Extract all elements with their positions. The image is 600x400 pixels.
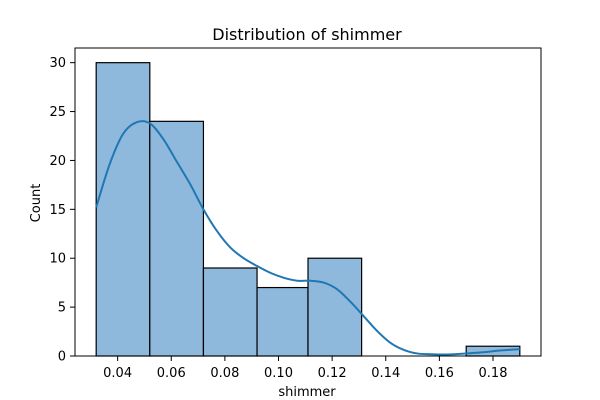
kde-line (95, 120, 520, 356)
x-tick-label: 0.06 (157, 366, 186, 381)
y-tick-label: 25 (49, 105, 66, 120)
histogram-bar-0 (95, 62, 151, 357)
y-axis-title: Count (29, 184, 44, 223)
chart-title: Distribution of shimmer (212, 25, 402, 44)
x-axis-title: shimmer (278, 385, 336, 400)
axes-group (74, 47, 542, 357)
plot-frame (74, 47, 542, 357)
y-tick-label: 0 (58, 350, 66, 365)
histogram-bar-1 (149, 120, 205, 357)
kde-group (95, 120, 520, 356)
x-tick-label: 0.12 (318, 366, 347, 381)
x-tick-label: 0.18 (479, 366, 508, 381)
y-tick-label: 10 (49, 252, 66, 267)
bars-group (95, 62, 521, 357)
y-tick-label: 5 (58, 301, 66, 316)
y-tick-label: 20 (49, 154, 66, 169)
x-tick-label: 0.14 (371, 366, 400, 381)
histogram-bar-3 (256, 286, 309, 357)
histogram-bar-4 (307, 257, 363, 357)
x-tick-label: 0.04 (103, 366, 132, 381)
histogram-bar-2 (202, 267, 258, 357)
x-ticks-group: 0.04 0.06 0.08 0.10 0.12 0.14 0.16 0.18 (103, 356, 507, 381)
y-ticks-group: 0 5 10 15 20 25 30 (49, 56, 75, 365)
y-tick-label: 15 (49, 203, 66, 218)
x-tick-label: 0.16 (425, 366, 454, 381)
x-tick-label: 0.10 (264, 366, 293, 381)
x-tick-label: 0.08 (210, 366, 239, 381)
y-tick-label: 30 (49, 56, 66, 71)
